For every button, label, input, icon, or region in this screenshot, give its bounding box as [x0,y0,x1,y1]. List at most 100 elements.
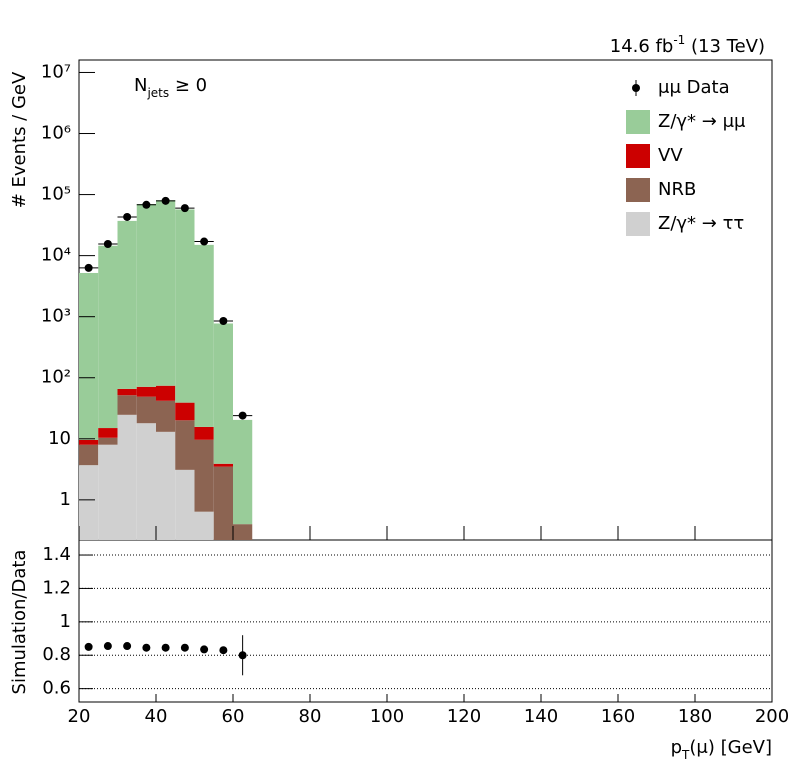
stack-bar [175,209,195,403]
y-tick-label: 10⁴ [41,245,71,266]
legend-swatch [626,178,650,202]
annotation-rest: ≥ 0 [169,75,207,96]
stack-bar [213,463,233,467]
y-tick-label: 10⁷ [41,61,71,82]
data-point [103,240,112,249]
ratio-y-tick-label: 1 [60,611,71,632]
stack-bar [136,396,156,424]
stack-bar [233,419,253,525]
ratio-y-tick-label: 0.8 [42,644,71,665]
legend-label: NRB [658,179,696,200]
stack-bar [194,244,214,427]
legend-swatch [626,144,650,168]
stack-bar [117,388,137,396]
stack-bar [98,444,118,540]
data-point [161,196,170,205]
ratio-y-tick-label: 0.6 [42,678,71,699]
x-tick-label: 180 [678,706,712,727]
data-point [142,200,151,209]
stack-bar [136,204,156,387]
stack-bar [136,386,156,397]
data-point [219,316,228,325]
stack-bar [175,420,195,470]
x-tick-label: 40 [145,706,168,727]
legend-label: μμ Data [658,77,730,98]
stack-bar [79,444,99,466]
x-label: pT(μ) [GeV] [671,737,772,762]
stack-bar [156,400,176,432]
stack-bar [79,439,99,445]
y-tick-label: 10⁶ [41,123,71,144]
annotation-sub: jets [146,86,169,100]
x-tick-label: 140 [524,706,558,727]
stack-bar [175,402,195,421]
annotation: Njets ≥ 0 [134,75,207,100]
y-tick-label: 10³ [41,306,71,327]
ratio-point [238,651,247,660]
x-tick-label: 100 [370,706,404,727]
stack-bar [156,431,176,540]
ratio-point [180,643,189,652]
data-point [180,204,189,213]
stack-bar [194,439,214,512]
lumi-main: 14.6 fb [610,36,674,57]
legend-marker [632,84,640,92]
x-label-rest: (μ) [GeV] [689,737,772,758]
stack-bar [117,395,137,415]
data-point [123,212,132,221]
x-tick-label: 200 [755,706,789,727]
x-tick-label: 60 [222,706,245,727]
x-tick-label: 160 [601,706,635,727]
stack-bar [79,272,99,440]
data-point [238,411,247,420]
x-label-sub: T [681,748,690,762]
x-tick-label: 80 [299,706,322,727]
ratio-point [219,646,228,655]
stack-bar [175,469,195,540]
stack-bar [117,220,137,389]
x-tick-label: 20 [68,706,91,727]
y-label: # Events / GeV [9,71,30,208]
ratio-point [103,642,112,651]
y-tick-label: 10² [41,367,71,388]
stack-bar [136,423,156,540]
ratio-point [200,645,209,654]
ratio-point [84,642,93,651]
lumi-sup: -1 [673,33,685,47]
legend-label: VV [658,145,683,166]
ratio-point [123,642,132,651]
y-tick-label: 10 [48,428,71,449]
stack-bar [98,245,118,429]
stack-bar [79,465,99,540]
lumi: 14.6 fb-1 (13 TeV) [610,33,765,58]
stack-bar [213,466,233,540]
legend-label: Z/γ* → μμ [658,111,746,132]
ratio-y-tick-label: 1.4 [42,544,71,565]
legend-swatch [626,212,650,236]
x-tick-label: 120 [447,706,481,727]
stack-bar [156,200,176,386]
ratio-y-tick-label: 1.2 [42,577,71,598]
legend-swatch [626,110,650,134]
stack-bar [156,385,176,401]
ratio-frame [78,539,773,703]
y-tick-label: 1 [60,489,71,510]
stack-bar [194,426,214,440]
stack-bar [98,437,118,445]
data-point [200,237,209,246]
ratio-point [161,643,170,652]
annotation-main: N [134,75,147,96]
stack-bar [213,323,233,464]
ratio-y-label: Simulation/Data [9,550,30,695]
x-label-main: p [671,737,682,758]
y-tick-label: 10⁵ [41,184,71,205]
stack-bar [117,414,137,540]
legend-label: Z/γ* → ττ [658,213,744,234]
ratio-point [142,643,151,652]
data-point [84,263,93,272]
stack-bar [98,428,118,438]
stack-bar [194,511,214,540]
lumi-rest: (13 TeV) [685,36,765,57]
stack-bar [233,524,253,540]
